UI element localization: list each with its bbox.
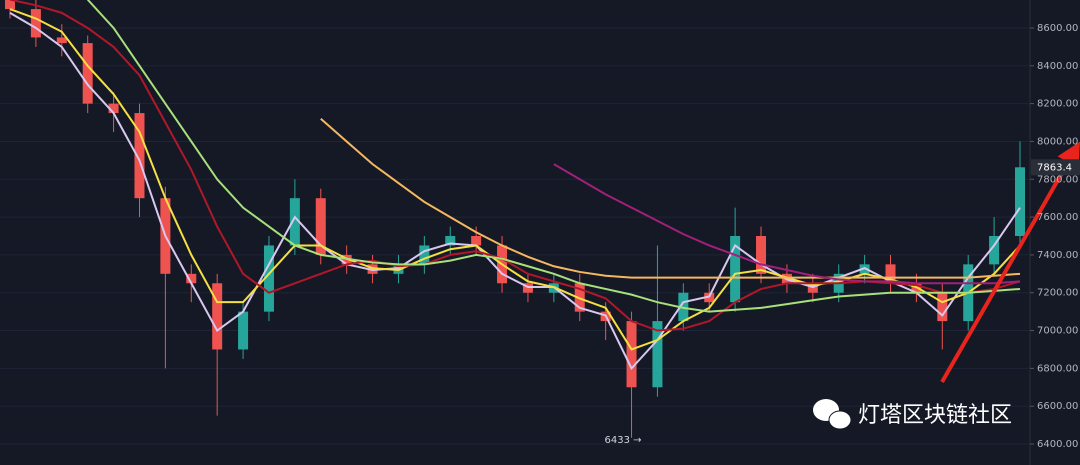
- candle-body: [756, 235, 767, 274]
- candle-body: [263, 245, 274, 312]
- candle-body: [238, 311, 249, 350]
- y-tick-label: 7800.00: [1037, 174, 1078, 185]
- moving-average-line: [553, 163, 1021, 285]
- last-price-tag: [1031, 159, 1080, 176]
- candle-body: [315, 198, 326, 255]
- y-tick-label: 6800.00: [1037, 363, 1078, 374]
- candle-body: [30, 9, 41, 38]
- watermark: 灯塔区块链社区: [813, 399, 1012, 430]
- moving-average-line: [86, 0, 1021, 313]
- candle-body: [730, 235, 741, 303]
- candle-body: [937, 292, 948, 322]
- candle-body: [212, 283, 223, 350]
- candle-body: [289, 198, 300, 246]
- candle-body: [989, 235, 1000, 265]
- y-tick-label: 8600.00: [1037, 23, 1078, 34]
- moving-average-line: [9, 11, 1021, 371]
- candle-body: [56, 37, 67, 44]
- y-tick-label: 7000.00: [1037, 326, 1078, 337]
- y-tick-label: 6600.00: [1037, 401, 1078, 412]
- arrow: [940, 141, 1080, 383]
- y-tick-label: 8000.00: [1037, 136, 1078, 147]
- candle-body: [445, 235, 456, 246]
- candle-body: [471, 235, 482, 246]
- y-tick-label: 8400.00: [1037, 61, 1078, 72]
- candle-body: [186, 273, 197, 284]
- watermark-icon: [828, 410, 852, 430]
- y-tick-label: 7200.00: [1037, 288, 1078, 299]
- watermark-text: 灯塔区块链社区: [858, 403, 1012, 428]
- y-tick-label: 6400.00: [1037, 439, 1078, 450]
- moving-average-line: [320, 118, 1021, 279]
- moving-average-line: [9, 0, 1021, 332]
- last-price-label: 7863.4: [1037, 162, 1072, 173]
- low-marker-label: 6433 →: [605, 435, 642, 446]
- y-tick-label: 7400.00: [1037, 250, 1078, 261]
- candle-body: [82, 43, 93, 104]
- candle-body: [108, 103, 119, 114]
- plot-area: [0, 0, 1030, 445]
- candle-body: [652, 321, 663, 388]
- candle-body: [885, 264, 896, 284]
- candle-body: [134, 113, 145, 199]
- y-tick-label: 8200.00: [1037, 99, 1078, 110]
- candle-body: [5, 0, 15, 10]
- y-tick-label: 7600.00: [1037, 212, 1078, 223]
- candle-body: [1015, 167, 1025, 236]
- candle-body: [626, 321, 637, 388]
- candle-body: [419, 245, 430, 265]
